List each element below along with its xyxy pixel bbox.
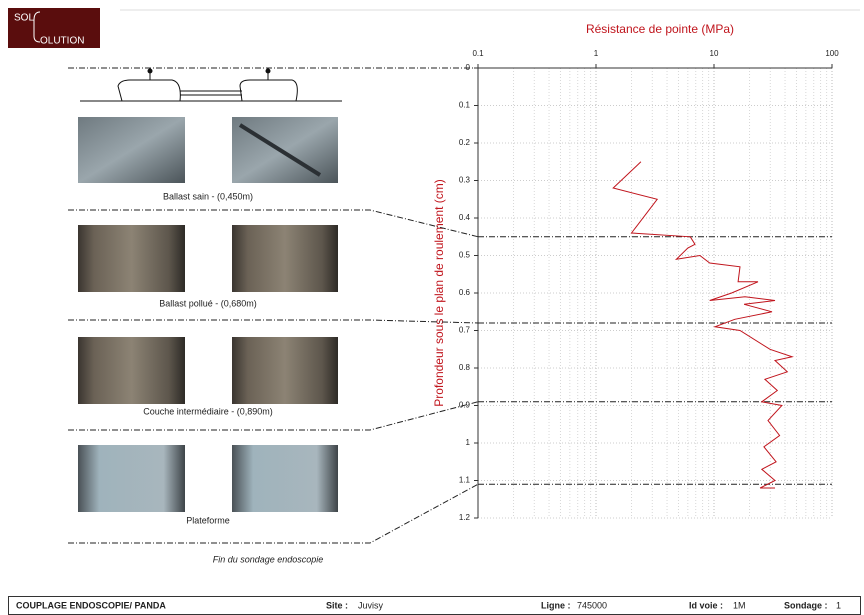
footer-label: Site : [326,600,348,610]
end-note: Fin du sondage endoscopie [213,554,324,564]
layer-caption: Couche intermédiaire - (0,890m) [143,406,273,416]
footer-value: 1 [836,600,841,610]
chart: Résistance de pointe (MPa) Profondeur so… [68,22,839,544]
footer-label: Id voie : [689,600,723,610]
y-tick-label: 0.8 [459,363,471,372]
layer-connector [68,483,479,544]
logo-bracket [33,11,41,43]
logo-text: OLUTION [40,36,84,47]
y-tick-label: 1 [466,438,471,447]
logo-text: SOL [14,13,34,24]
logo: SOL OLUTION [8,8,100,48]
layer-caption: Ballast sain - (0,450m) [163,191,253,201]
footer-label: Sondage : [784,600,828,610]
layer-connector [68,209,479,238]
y-tick-label: 0.7 [459,326,471,335]
layer-connector [68,319,479,324]
y-tick-label: 0.3 [459,176,471,185]
x-tick-label: 0.1 [472,49,484,58]
footer-value: 1M [733,600,746,610]
footer-label: Ligne : [541,600,571,610]
footer: COUPLAGE ENDOSCOPIE/ PANDA Site : Juvisy… [8,596,861,615]
y-tick-label: 0.1 [459,101,471,110]
y-tick-label: 0.2 [459,138,471,147]
x-tick-label: 10 [710,49,719,58]
layer-caption: Ballast pollué - (0,680m) [159,298,257,308]
y-tick-label: 1.1 [459,476,471,485]
footer-title: COUPLAGE ENDOSCOPIE/ PANDA [16,600,166,610]
track-diagram [80,68,342,102]
y-tick-label: 1.2 [459,513,471,522]
x-tick-label: 1 [594,49,599,58]
y-axis-label: Profondeur sous le plan de roulement (cm… [432,179,446,406]
footer-value: Juvisy [358,600,384,610]
y-tick-label: 0 [466,63,471,72]
captions: Ballast sain - (0,450m) Ballast pollué -… [143,191,323,564]
y-tick-label: 0.5 [459,251,471,260]
layer-connector [68,401,479,431]
chart-title: Résistance de pointe (MPa) [586,22,734,36]
resistance-line [612,161,794,489]
logo-box [8,8,100,48]
y-tick-label: 0.4 [459,213,471,222]
layer-caption: Plateforme [186,515,230,525]
photos [78,117,338,512]
y-tick-label: 0.6 [459,288,471,297]
x-tick-label: 100 [825,49,839,58]
footer-value: 745000 [577,600,607,610]
